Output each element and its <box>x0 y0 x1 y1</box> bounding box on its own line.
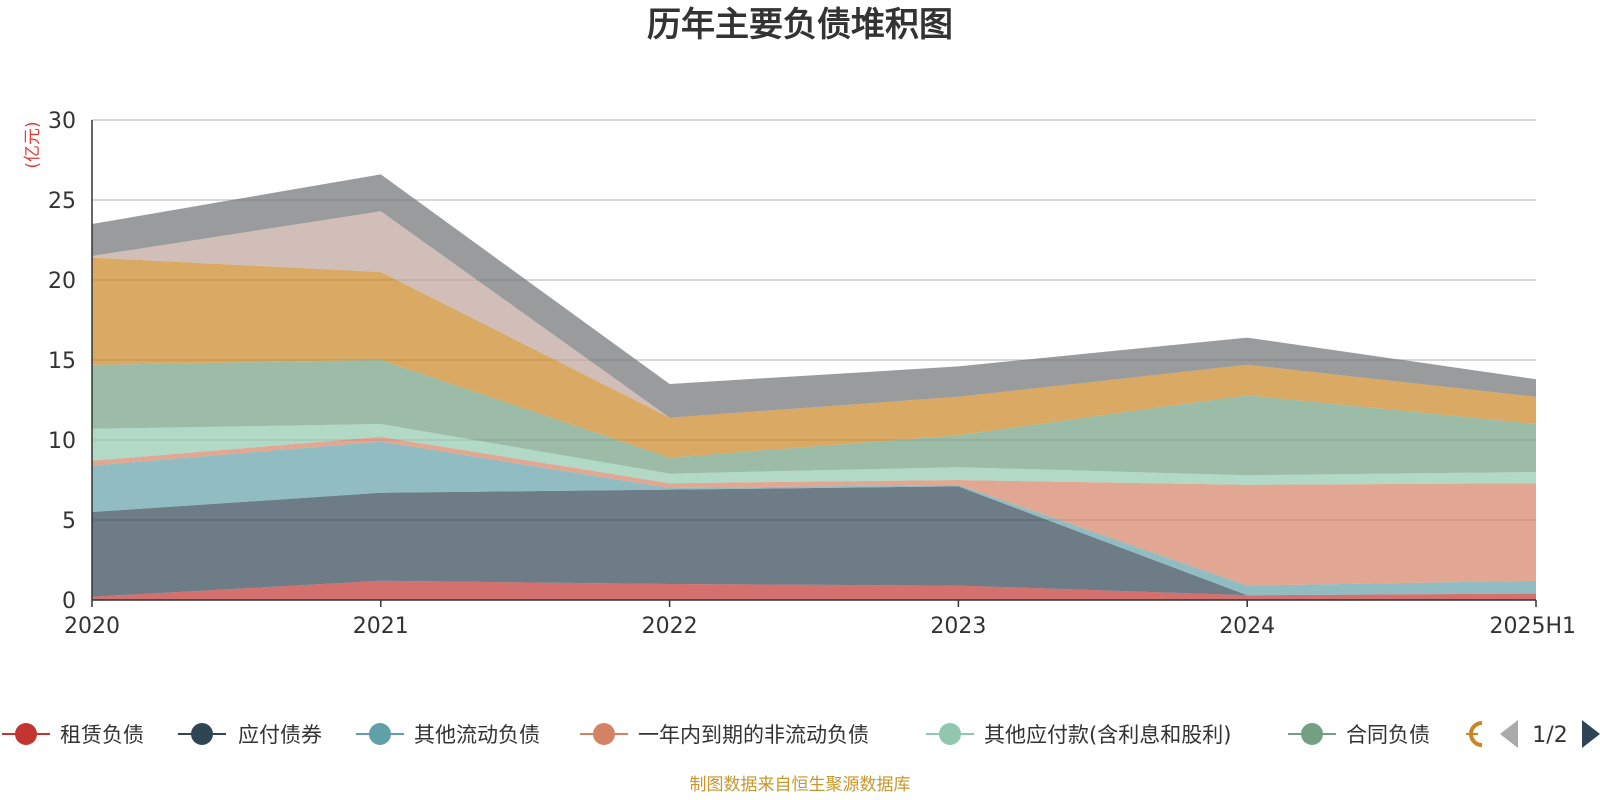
legend: 租赁负债 应付债券 其他流动负债 一年内到期的非流动负债 其他应付款(含利息和股利) 合同… <box>2 721 1483 747</box>
pager-prev-icon[interactable] <box>1500 720 1518 748</box>
legend-label: 租赁负债 <box>60 723 144 747</box>
y-tick-label: 0 <box>62 589 76 614</box>
legend-item-3[interactable]: 其他流动负债 <box>356 723 540 747</box>
legend-item-6[interactable]: 合同负债 <box>1288 723 1430 747</box>
legend-item-4[interactable]: 一年内到期的非流动负债 <box>580 723 869 747</box>
pager-next-icon[interactable] <box>1582 720 1600 748</box>
pager-text: 1/2 <box>1532 723 1567 748</box>
area-series-4 <box>92 436 1536 586</box>
legend-marker-icon <box>593 723 615 745</box>
x-tick-label: 2020 <box>64 614 120 639</box>
y-tick-label: 25 <box>48 189 76 214</box>
legend-label: 一年内到期的非流动负债 <box>638 723 869 747</box>
area-series-2 <box>92 486 1536 597</box>
area-series-group <box>92 174 1536 600</box>
legend-marker-icon <box>939 723 961 745</box>
legend-marker-icon <box>191 723 213 745</box>
source-note: 制图数据来自恒生聚源数据库 <box>690 775 911 795</box>
x-tick-label: 2022 <box>642 614 698 639</box>
legend-label: 其他流动负债 <box>414 723 540 747</box>
y-tick-label: 5 <box>62 509 76 534</box>
legend-item-1[interactable]: 租赁负债 <box>2 723 144 747</box>
legend-label: 其他应付款(含利息和股利) <box>984 723 1231 747</box>
area-series-1 <box>92 580 1536 600</box>
y-tick-label: 30 <box>48 109 76 134</box>
x-tick-label: 2023 <box>930 614 986 639</box>
area-series-7 <box>92 257 1536 458</box>
legend-label: 合同负债 <box>1346 723 1430 747</box>
legend-marker-icon <box>15 723 37 745</box>
y-tick-label: 15 <box>48 349 76 374</box>
chart-title: 历年主要负债堆积图 <box>647 5 953 45</box>
legend-marker-icon <box>369 723 391 745</box>
area-series-3 <box>92 441 1536 596</box>
area-series-5 <box>92 424 1536 485</box>
area-series-9 <box>92 174 1536 418</box>
x-tick-label: 2024 <box>1219 614 1275 639</box>
legend-item-2[interactable]: 应付债券 <box>178 723 322 747</box>
legend-label: 应付债券 <box>238 723 322 747</box>
y-axis-unit-label: (亿元) <box>23 121 43 168</box>
y-tick-label: 10 <box>48 429 76 454</box>
legend-marker-icon <box>1301 723 1323 745</box>
legend-pager: 1/2 <box>1500 720 1600 748</box>
area-series-6 <box>92 360 1536 476</box>
x-tick-label: 2025H1 <box>1489 614 1576 639</box>
y-tick-label: 20 <box>48 269 76 294</box>
x-tick-label: 2021 <box>353 614 409 639</box>
legend-marker-icon <box>1469 721 1483 747</box>
legend-item-5[interactable]: 其他应付款(含利息和股利) <box>926 723 1231 747</box>
legend-item-partial <box>1466 721 1483 747</box>
axes: 0 5 10 15 20 25 30 2020 2021 2022 2023 2024 2025H1 <box>48 109 1576 639</box>
